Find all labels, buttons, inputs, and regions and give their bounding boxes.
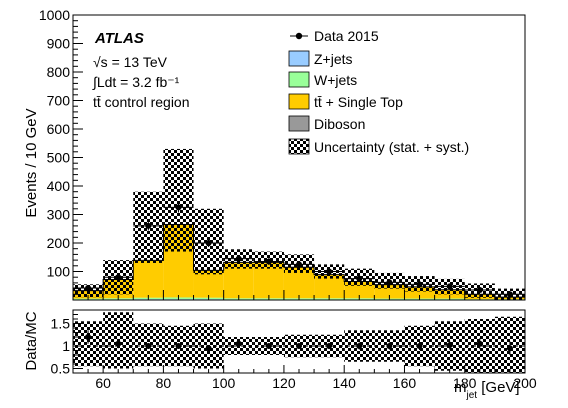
- data-point-14: [506, 291, 513, 298]
- ratio-ytick-label-1: 1: [62, 338, 70, 354]
- x-axis-title: mjet [GeV]: [454, 379, 520, 401]
- ratio-point-11: [416, 343, 423, 349]
- legend-swatch-wjets: [288, 71, 310, 88]
- data-point-6: [265, 258, 272, 265]
- ratio-ytick-label-2: 1.5: [51, 316, 71, 332]
- main-x-axis-ticks: [72, 290, 526, 300]
- main-ytick-label-400: 400: [47, 178, 71, 194]
- legend-item-diboson: Diboson: [288, 115, 365, 132]
- data-point-7: [296, 261, 302, 268]
- ratio-points: [85, 330, 513, 355]
- main-ytick-label-300: 300: [47, 207, 71, 223]
- ratio-point-14: [506, 345, 513, 352]
- ratio-ytick-label-0: 0.5: [51, 361, 71, 377]
- energy-label: √s = 13 TeV: [93, 54, 168, 70]
- x-tick-label-200: 200: [513, 375, 537, 391]
- legend-swatch-uncertainty: [288, 138, 310, 155]
- legend-item-zjets: Z+jets: [288, 50, 353, 67]
- legend-label-uncertainty: Uncertainty (stat. + syst.): [314, 139, 469, 155]
- main-y-axis: 100 200 300 400 500 600 700 800 900 1000: [39, 7, 83, 301]
- x-tick-label-140: 140: [333, 375, 357, 391]
- main-ytick-label-200: 200: [47, 235, 71, 251]
- main-ytick-label-500: 500: [47, 150, 71, 166]
- legend-label-data: Data 2015: [314, 28, 379, 44]
- unc-band-3: [163, 148, 194, 252]
- ratio-y-axis-title: Data/MC: [23, 311, 40, 370]
- data-point-11: [416, 281, 423, 288]
- x-tick-label-100: 100: [212, 375, 236, 391]
- legend-item-uncertainty: Uncertainty (stat. + syst.): [288, 138, 469, 155]
- ratio-point-5: [235, 340, 242, 347]
- legend-swatch-ttbar: [288, 93, 310, 110]
- ratio-point-8: [326, 343, 333, 349]
- data-point-4: [205, 240, 212, 246]
- main-ytick-label-600: 600: [47, 121, 71, 137]
- x-tick-label-180: 180: [453, 375, 477, 391]
- main-ytick-label-900: 900: [47, 36, 71, 52]
- data-points: [73, 202, 525, 298]
- data-point-3: [175, 204, 182, 211]
- ratio-point-1: [115, 340, 122, 347]
- main-ytick-label-100: 100: [47, 264, 71, 280]
- ratio-point-13: [476, 340, 483, 347]
- data-point-10: [386, 279, 393, 286]
- ratio-point-9: [356, 343, 363, 349]
- ratio-point-2: [145, 343, 152, 349]
- legend-label-zjets: Z+jets: [314, 51, 353, 67]
- main-ytick-label-800: 800: [47, 64, 71, 80]
- bar-2-9: [344, 281, 375, 299]
- region-label: tt̄ control region: [93, 94, 190, 110]
- legend-label-ttbar: tt̄ + Single Top: [314, 94, 403, 110]
- x-tick-label-120: 120: [272, 375, 296, 391]
- legend-swatch-zjets: [288, 50, 310, 67]
- ratio-point-4: [205, 345, 212, 352]
- x-tick-label-160: 160: [393, 375, 417, 391]
- ratio-point-10: [386, 343, 393, 349]
- bar-2-11: [404, 287, 435, 299]
- main-ytick-label-1000: 1000: [39, 7, 70, 23]
- data-point-1: [115, 274, 122, 281]
- legend-label-wjets: W+jets: [314, 72, 357, 88]
- ratio-point-3: [175, 343, 182, 349]
- ratio-uncertainty-band: [73, 312, 525, 373]
- ratio-y-axis: 0.5 1 1.5: [51, 309, 83, 377]
- ratio-point-12: [446, 342, 453, 349]
- legend: Data 2015 Z+jets W+jets tt̄ + Single Top…: [288, 28, 469, 155]
- legend-label-diboson: Diboson: [314, 116, 365, 132]
- atlas-label: ATLAS: [94, 30, 144, 47]
- bar-2-8: [314, 274, 345, 299]
- ratio-point-7: [296, 343, 302, 349]
- legend-swatch-diboson: [288, 115, 310, 132]
- ratio-x-axis: 60 80 100 120 140 160 180 200: [72, 365, 537, 391]
- x-tick-label-80: 80: [156, 375, 172, 391]
- data-point-5: [235, 255, 242, 262]
- bar-2-2: [133, 260, 164, 298]
- lumi-label: ∫Ldt = 3.2 fb⁻¹: [92, 74, 180, 90]
- x-tick-label-60: 60: [95, 375, 111, 391]
- ratio-point-6: [265, 343, 272, 349]
- data-point-2: [145, 222, 152, 229]
- data-point-0: [85, 285, 92, 292]
- legend-item-data: Data 2015: [290, 28, 379, 44]
- bar-2-4: [193, 270, 224, 298]
- data-point-13: [476, 287, 483, 294]
- legend-item-wjets: W+jets: [288, 71, 357, 88]
- data-point-8: [326, 268, 333, 275]
- main-ytick-label-700: 700: [47, 93, 71, 109]
- data-point-9: [356, 275, 363, 282]
- legend-item-ttbar: tt̄ + Single Top: [288, 93, 403, 110]
- main-y-axis-title: Events / 10 GeV: [23, 108, 40, 217]
- data-point-12: [446, 283, 453, 290]
- ratio-point-0: [85, 334, 92, 340]
